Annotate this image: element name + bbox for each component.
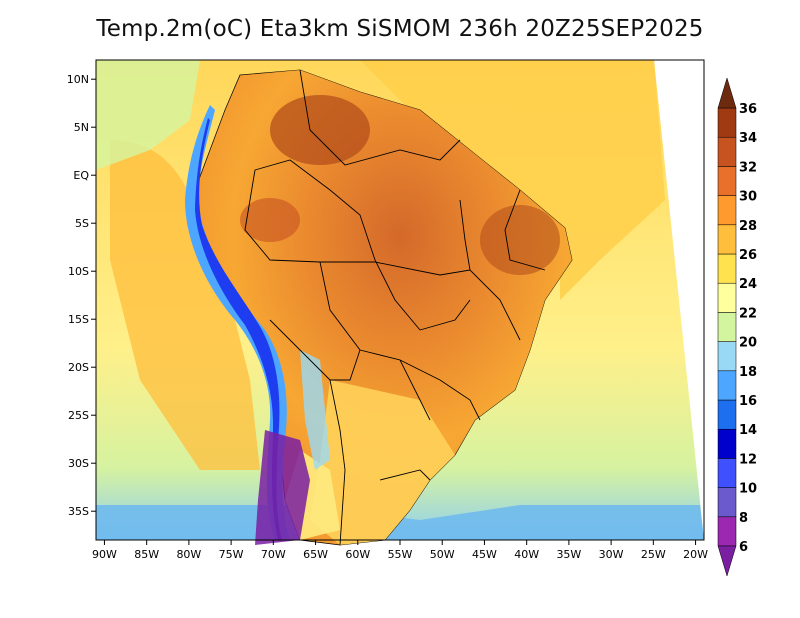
lon-tick-label: 20W	[683, 548, 708, 561]
andes-cool-band	[185, 105, 290, 540]
border-line	[244, 169, 375, 263]
border-line	[399, 359, 481, 421]
border-line	[419, 299, 471, 331]
colorbar-label: 12	[739, 452, 757, 467]
colorbar-label: 34	[739, 131, 757, 146]
colorbar-label: 16	[739, 394, 757, 409]
hot-spot-northeast	[480, 205, 560, 275]
colorbar-swatch	[717, 487, 737, 518]
lat-tick-label: 15S	[68, 313, 89, 326]
lon-tick-label: 30W	[599, 548, 624, 561]
page-title: Temp.2m(oC) Eta3km SiSMOM 236h 20Z25SEP2…	[96, 16, 704, 42]
colorbar-swatch	[717, 516, 737, 547]
lon-tick-label: 50W	[430, 548, 455, 561]
border-line	[329, 379, 346, 546]
southern-andes-coldest	[255, 430, 310, 545]
lon-tick-label: 80W	[176, 548, 201, 561]
border-line	[269, 261, 361, 381]
colorbar-label: 24	[739, 277, 757, 292]
andes-cold-ridge	[185, 105, 330, 545]
colorbar-swatch	[717, 166, 737, 196]
country-borders	[244, 69, 546, 546]
colorbar-label: 30	[739, 190, 757, 205]
lat-tick-label: 5N	[74, 121, 89, 134]
lat-tick-label: 35S	[68, 505, 89, 518]
andes-east-slope-cool	[300, 350, 330, 470]
latitude-axis: 10N 5N EQ 5S 10S 15S 20S 25S 30S 35S	[67, 73, 96, 518]
lon-tick-label: 55W	[388, 548, 413, 561]
colorbar-label: 14	[739, 423, 757, 438]
border-line	[254, 159, 421, 331]
colorbar-swatch	[717, 195, 737, 226]
colorbar-swatch	[717, 399, 737, 430]
colorbar-swatch	[717, 224, 737, 255]
colorbar-swatch	[717, 282, 737, 313]
atlantic-warm-region	[360, 60, 665, 300]
pacific-warm-band	[110, 140, 260, 470]
border-line	[504, 189, 546, 271]
lon-tick-label: 40W	[514, 548, 539, 561]
colorbar-label: 20	[739, 336, 757, 351]
lon-tick-label: 35W	[556, 548, 581, 561]
lon-tick-label: 85W	[134, 548, 159, 561]
colorbar-swatch	[717, 428, 737, 459]
lon-tick-label: 90W	[92, 548, 117, 561]
colorbar-swatch	[717, 370, 737, 401]
border-line	[459, 199, 471, 271]
colorbar-max-arrow	[717, 77, 737, 109]
colorbar-label: 8	[739, 511, 748, 526]
lon-tick-label: 70W	[261, 548, 286, 561]
lon-tick-label: 45W	[472, 548, 497, 561]
colorbar-swatch	[717, 312, 737, 342]
pacific-cool-region	[96, 60, 200, 170]
lat-tick-label: 30S	[68, 457, 89, 470]
lon-tick-label: 65W	[303, 548, 328, 561]
lat-tick-label: EQ	[73, 169, 89, 182]
hot-spot-amazon	[240, 198, 300, 242]
colorbar-min-arrow	[717, 545, 737, 577]
colorbar-swatch	[717, 136, 737, 167]
lon-tick-label: 75W	[219, 548, 244, 561]
lat-tick-label: 10N	[67, 73, 89, 86]
colorbar-label: 36	[739, 102, 757, 117]
lat-tick-label: 10S	[68, 265, 89, 278]
colorbar-swatch	[717, 253, 737, 284]
colorbar-label: 28	[739, 219, 757, 234]
lon-tick-label: 60W	[345, 548, 370, 561]
border-line	[299, 69, 461, 166]
colorbar-label: 32	[739, 160, 757, 175]
longitude-axis: 90W 85W 80W 75W 70W 65W 60W 55W 50W 45W 40W 35W 30W 2…	[92, 540, 708, 561]
colorbar-swatch	[717, 107, 737, 138]
colorbar-label: 10	[739, 482, 757, 497]
lat-tick-label: 25S	[68, 409, 89, 422]
lon-tick-label: 25W	[641, 548, 666, 561]
hot-spot-venezuela	[270, 95, 370, 165]
colorbar-swatch	[717, 341, 737, 372]
colorbar-label: 22	[739, 306, 757, 321]
lat-tick-label: 5S	[75, 217, 89, 230]
colorbar-label: 6	[739, 540, 748, 555]
colorbar: 6 8 10 12 14 16 18 20 22 24 26 28 30 32 34 36	[717, 77, 757, 577]
lat-tick-label: 20S	[68, 361, 89, 374]
border-line	[379, 469, 431, 481]
southern-cone-cooler	[310, 380, 455, 545]
colorbar-swatch	[717, 458, 737, 488]
colorbar-label: 26	[739, 248, 757, 263]
colorbar-label: 18	[739, 365, 757, 380]
border-line	[359, 349, 431, 421]
